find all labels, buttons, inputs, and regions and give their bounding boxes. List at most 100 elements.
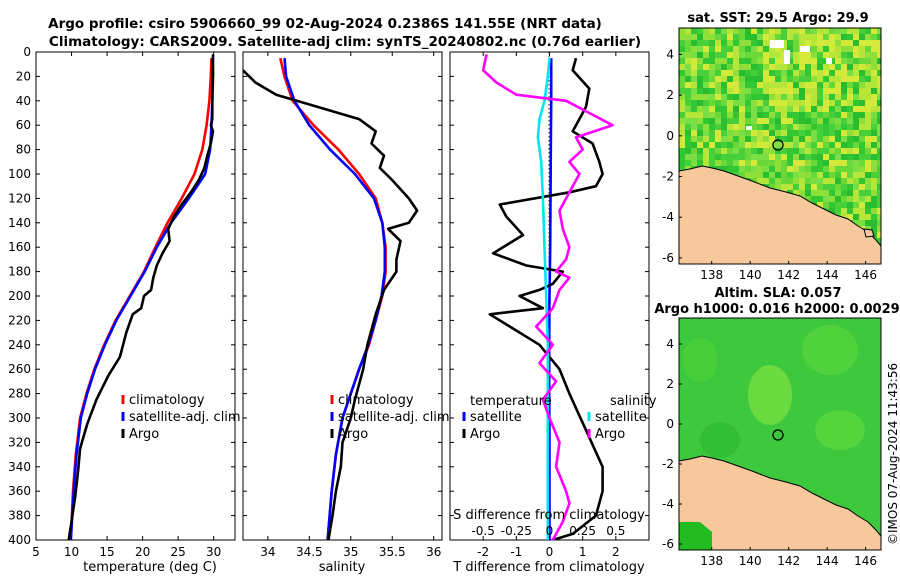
sst-cell <box>733 82 739 88</box>
sst-cell <box>703 124 709 130</box>
sst-cell <box>679 160 685 166</box>
sst-cell <box>679 130 685 136</box>
sst-cell <box>715 142 721 148</box>
sst-cell <box>799 136 805 142</box>
sst-cell <box>829 142 835 148</box>
sst-cell <box>799 34 805 40</box>
sst-cell <box>787 136 793 142</box>
sst-cell <box>715 64 721 70</box>
sst-cell <box>733 166 739 172</box>
sst-cell <box>781 112 787 118</box>
sst-cell <box>871 202 877 208</box>
sst-cell <box>859 52 865 58</box>
sst-cell <box>847 214 853 220</box>
sst-cell <box>727 130 733 136</box>
sst-cell <box>763 112 769 118</box>
sst-cell <box>805 190 811 196</box>
sst-cell <box>841 160 847 166</box>
x-tick-label: 20 <box>135 545 150 559</box>
sst-cell <box>865 40 871 46</box>
island <box>863 228 875 238</box>
sst-cell <box>859 130 865 136</box>
sst-cell <box>871 34 877 40</box>
sst-cell <box>781 88 787 94</box>
sst-cell <box>757 28 763 34</box>
sst-cell <box>847 130 853 136</box>
sst-cell <box>703 88 709 94</box>
sst-cell <box>811 106 817 112</box>
sst-cell <box>763 88 769 94</box>
sst-cell <box>841 82 847 88</box>
legend-header: temperature <box>470 394 552 409</box>
sst-cell <box>865 106 871 112</box>
sst-cell <box>751 178 757 184</box>
sst-cell <box>745 64 751 70</box>
sst-cell <box>781 100 787 106</box>
sst-cell <box>823 142 829 148</box>
sst-cell <box>691 58 697 64</box>
sst-cell <box>853 70 859 76</box>
sst-cell <box>841 202 847 208</box>
sst-cell <box>805 172 811 178</box>
legend-label: Argo <box>470 427 500 442</box>
y-tick-label: 380 <box>8 509 31 523</box>
sst-cell <box>733 130 739 136</box>
sst-cell <box>745 46 751 52</box>
sst-cell <box>817 82 823 88</box>
sst-cell <box>859 112 865 118</box>
sst-cell <box>793 190 799 196</box>
sst-cell <box>871 220 877 226</box>
sst-cell <box>787 142 793 148</box>
sst-cell <box>793 82 799 88</box>
sst-cell <box>715 82 721 88</box>
sst-cell <box>751 154 757 160</box>
sst-cell <box>871 124 877 130</box>
map-y-tick-label: -2 <box>662 170 674 184</box>
sst-cell <box>703 52 709 58</box>
sst-cell <box>721 100 727 106</box>
sst-cell <box>811 190 817 196</box>
sst-cell <box>835 148 841 154</box>
sst-cell <box>685 64 691 70</box>
sst-cell <box>787 166 793 172</box>
sst-cell <box>847 136 853 142</box>
sst-cell <box>805 34 811 40</box>
sst-cell <box>823 52 829 58</box>
sst-cell <box>727 118 733 124</box>
sst-cell <box>781 82 787 88</box>
sst-cell <box>751 88 757 94</box>
sst-cell <box>859 184 865 190</box>
sla-map: Altim. SLA: 0.057 Argo h1000: 0.016 h200… <box>654 286 899 568</box>
sst-cell <box>871 118 877 124</box>
sst-cell <box>841 190 847 196</box>
sst-cell <box>763 100 769 106</box>
sst-cell <box>781 118 787 124</box>
sst-cell <box>847 94 853 100</box>
sst-cell <box>703 40 709 46</box>
sst-cell <box>805 166 811 172</box>
sst-cell <box>763 28 769 34</box>
sst-cell <box>757 154 763 160</box>
sst-cell <box>733 118 739 124</box>
sst-cell <box>817 184 823 190</box>
sst-cell <box>853 220 859 226</box>
sst-cell <box>865 208 871 214</box>
sst-cell <box>739 124 745 130</box>
sst-cell <box>865 112 871 118</box>
sst-cell <box>841 28 847 34</box>
sst-cell <box>859 178 865 184</box>
sst-cell <box>787 34 793 40</box>
sst-cell <box>715 28 721 34</box>
sst-cell <box>703 130 709 136</box>
sst-cell <box>757 70 763 76</box>
sst-cell <box>817 70 823 76</box>
sst-cell <box>733 112 739 118</box>
sst-cell <box>763 82 769 88</box>
sst-cell <box>877 208 881 214</box>
sst-cell <box>871 112 877 118</box>
sst-cell <box>763 34 769 40</box>
top-tick-label: 0.5 <box>606 524 625 538</box>
sst-cell <box>721 94 727 100</box>
sst-cell <box>769 88 775 94</box>
sst-cell <box>715 124 721 130</box>
